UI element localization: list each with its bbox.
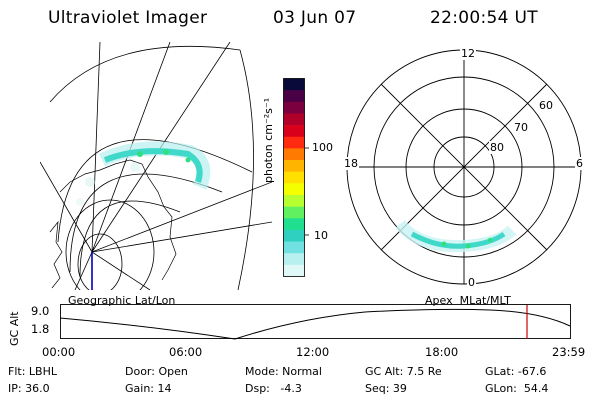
altitude-curve [60, 308, 571, 340]
color-scale-bar [283, 78, 309, 277]
lat-label-80: 80 [489, 141, 505, 154]
longitude-line-3 [91, 181, 272, 253]
limb-edge [237, 49, 254, 290]
colorbar-band [283, 206, 305, 219]
timeline-xtick-1200: 12:00 [296, 345, 330, 359]
coastline-2 [49, 220, 63, 289]
lat-label-60: 60 [538, 99, 554, 112]
longitude-line-5 [91, 42, 101, 253]
altitude-timeline [60, 304, 571, 340]
colorbar-band [283, 160, 305, 172]
magnetic-polar-plot [346, 49, 582, 285]
apex-coord-label: Apex MLat/MLT [425, 294, 511, 307]
haze [76, 162, 140, 206]
colorbar-band [283, 148, 305, 161]
mlt-label-bottom: 0 [467, 276, 476, 289]
colorbar-band [283, 253, 305, 266]
longitude-line-7 [74, 251, 93, 290]
longitude-line-6 [40, 161, 93, 253]
lat-label-70: 70 [513, 121, 529, 134]
limb-arc [49, 45, 241, 103]
auroral-oval-magnetic [395, 219, 517, 253]
observation-date: 03 Jun 07 [273, 8, 357, 28]
colorbar-band [283, 218, 305, 231]
colorbar-band [283, 125, 305, 138]
colorbar-band [283, 90, 305, 103]
pole-circle-2 [65, 199, 155, 290]
pole-circle-1 [77, 233, 123, 290]
mlt-label-left: 18 [343, 157, 359, 170]
mlt-line-diag-2 [380, 83, 548, 251]
longitude-line-8 [91, 221, 272, 253]
glat-info: GLat: -67.6 [485, 365, 547, 378]
colorbar-band [283, 241, 305, 254]
auroral-oval-geographic [99, 141, 211, 190]
colorbar-band [283, 194, 305, 207]
colorbar-band [283, 264, 305, 277]
mode-info: Mode: Normal [245, 365, 322, 378]
coastline-1 [59, 159, 177, 281]
observation-time: 22:00:54 UT [430, 8, 538, 28]
timeline-axis-title: GC Alt [8, 311, 21, 346]
colorbar-band [283, 171, 305, 184]
instrument-title: Ultraviolet Imager [48, 8, 208, 28]
colorbar-band [283, 229, 305, 242]
timeline-xtick-0600: 06:00 [169, 345, 203, 359]
dsp-info: Dsp: -4.3 [245, 382, 302, 395]
glon-info: GLon: 54.4 [485, 382, 549, 395]
filter-info: Flt: LBHL [8, 365, 57, 378]
latitude-circle-1 [57, 139, 253, 243]
timeline-xtick-0000: 00:00 [42, 345, 76, 359]
timeline-ytick-high: 9.0 [31, 304, 50, 318]
ip-info: IP: 36.0 [8, 382, 50, 395]
geographic-map [40, 42, 272, 290]
colorbar-band [283, 101, 305, 114]
colorbar-band [283, 183, 305, 196]
colorbar-band [283, 136, 305, 149]
door-info: Door: Open [125, 365, 188, 378]
geographic-coord-label: Geographic Lat/Lon [68, 294, 176, 307]
gain-info: Gain: 14 [125, 382, 172, 395]
sequence-info: Seq: 39 [365, 382, 407, 395]
timeline-ytick-low: 1.8 [31, 322, 50, 336]
mlt-label-top: 12 [460, 47, 476, 60]
timeline-xtick-1800: 18:00 [425, 345, 459, 359]
timeline-xtick-2359: 23:59 [552, 345, 586, 359]
colorbar-unit-label: photon cm⁻²s⁻¹ [262, 97, 275, 183]
mlt-label-right: 6 [575, 157, 584, 170]
colorbar-band [283, 113, 305, 126]
colorbar-tick-10: 10 [314, 229, 328, 242]
colorbar-band [283, 78, 305, 91]
longitude-line-4 [91, 251, 151, 290]
latitude-circle-3 [79, 200, 181, 278]
gc-altitude-info: GC Alt: 7.5 Re [365, 365, 442, 378]
latitude-circle-2 [69, 173, 223, 273]
colorbar-tick-100: 100 [312, 141, 333, 154]
